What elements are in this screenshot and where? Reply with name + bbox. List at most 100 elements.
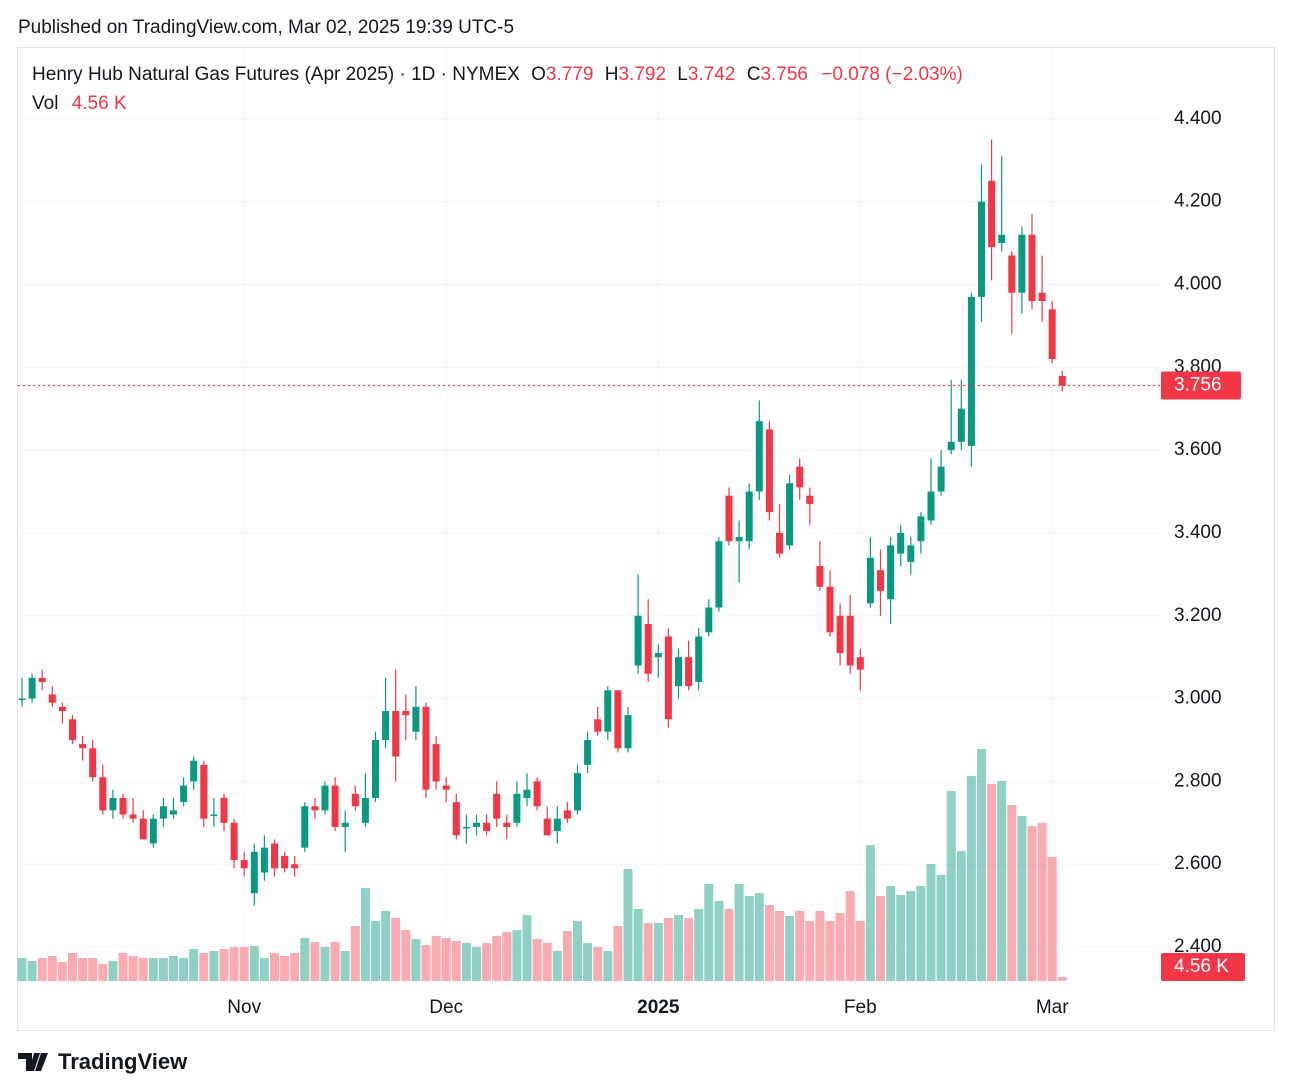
volume-bar bbox=[896, 895, 906, 981]
candle-body bbox=[341, 822, 349, 827]
last-volume-label: 4.56 K bbox=[1174, 956, 1229, 977]
ohlc-value: 3.792 bbox=[618, 64, 666, 85]
candle-body bbox=[675, 657, 682, 687]
ohlc-value: 3.742 bbox=[688, 64, 736, 85]
volume-bar bbox=[987, 783, 997, 981]
candle-body bbox=[695, 636, 703, 683]
candle-body bbox=[735, 537, 743, 542]
volume-bar bbox=[300, 938, 310, 981]
candle-body bbox=[422, 706, 430, 790]
candle-body bbox=[725, 495, 733, 542]
candle-body bbox=[452, 802, 460, 836]
candle-body bbox=[866, 557, 874, 604]
volume-bar bbox=[714, 901, 724, 981]
volume-bar bbox=[1047, 856, 1057, 981]
published-note: Published on TradingView.com, Mar 02, 20… bbox=[18, 17, 514, 38]
volume-bar bbox=[764, 905, 774, 981]
candle-body bbox=[553, 818, 561, 832]
candle-body bbox=[200, 764, 208, 819]
volume-bar bbox=[684, 918, 694, 981]
volume-bar bbox=[936, 875, 946, 981]
volume-bar bbox=[583, 943, 593, 981]
volume-bar bbox=[229, 946, 239, 981]
volume-bar bbox=[886, 886, 896, 981]
volume-bar bbox=[805, 921, 815, 981]
volume-bar bbox=[371, 921, 380, 981]
candle-body bbox=[806, 495, 814, 504]
candle-body bbox=[856, 657, 864, 670]
candle-body bbox=[281, 855, 289, 869]
candle-body bbox=[664, 636, 672, 720]
ohlc-label: L bbox=[677, 64, 688, 85]
volume-bar bbox=[320, 946, 330, 981]
candle-body bbox=[796, 466, 804, 488]
volume-bar bbox=[492, 936, 502, 981]
candle-body bbox=[331, 785, 339, 827]
candle-body bbox=[129, 814, 137, 819]
volume-bar bbox=[421, 945, 431, 981]
candle-body bbox=[149, 818, 157, 844]
volume-bar bbox=[270, 953, 279, 981]
candle-body bbox=[119, 797, 127, 815]
volume-bar bbox=[694, 908, 704, 981]
volume-bar bbox=[724, 908, 734, 981]
volume-bar bbox=[482, 943, 492, 981]
chart-frame bbox=[17, 47, 1275, 1031]
volume-bar bbox=[977, 749, 986, 981]
x-tick-label: Feb bbox=[844, 997, 877, 1018]
candle-body bbox=[18, 698, 26, 701]
volume-bar bbox=[1057, 977, 1067, 981]
volume-bar bbox=[391, 918, 401, 981]
volume-bar bbox=[532, 938, 542, 981]
candle-body bbox=[786, 483, 794, 546]
candle-body bbox=[48, 694, 56, 703]
ohlc-label: C bbox=[747, 64, 761, 85]
candle-body bbox=[705, 607, 713, 633]
volume-name: Vol bbox=[32, 93, 58, 114]
volume-bar bbox=[108, 961, 118, 981]
candle-body bbox=[473, 822, 480, 827]
candle-body bbox=[533, 781, 541, 807]
candle-body bbox=[644, 624, 652, 674]
candle-body bbox=[1048, 309, 1056, 359]
volume-bar bbox=[754, 893, 764, 981]
candle-body bbox=[271, 843, 278, 869]
candle-body bbox=[321, 785, 329, 811]
volume-bar bbox=[199, 953, 209, 981]
x-tick-label: Mar bbox=[1036, 997, 1069, 1018]
y-tick-label: 2.800 bbox=[1174, 770, 1222, 791]
candle-body bbox=[230, 822, 238, 861]
y-tick-label: 3.200 bbox=[1174, 605, 1222, 626]
candle-body bbox=[907, 545, 915, 562]
candle-body bbox=[967, 296, 975, 446]
volume-bar bbox=[330, 941, 340, 981]
candle-body bbox=[957, 408, 965, 442]
volume-bar bbox=[98, 963, 108, 981]
candle-body bbox=[402, 710, 410, 716]
volume-bar bbox=[542, 943, 552, 981]
candle-body bbox=[180, 785, 188, 803]
ohlc-label: H bbox=[605, 64, 619, 85]
volume-bar bbox=[916, 886, 926, 981]
candle-body bbox=[170, 810, 177, 815]
volume-bar bbox=[663, 918, 673, 981]
volume-bar bbox=[431, 936, 441, 981]
candle-body bbox=[392, 710, 400, 757]
candle-body bbox=[563, 810, 571, 819]
volume-bar bbox=[1017, 816, 1027, 981]
volume-bar bbox=[855, 921, 865, 981]
volume-bar bbox=[169, 956, 178, 981]
candle-body bbox=[816, 566, 824, 587]
volume-bar bbox=[1037, 823, 1047, 981]
candle-body bbox=[1028, 234, 1036, 302]
volume-bar bbox=[360, 888, 370, 981]
candle-body bbox=[1008, 255, 1016, 293]
candle-body bbox=[382, 710, 390, 740]
candle-body bbox=[887, 545, 895, 600]
volume-bar bbox=[189, 948, 199, 981]
volume-bar bbox=[653, 923, 663, 981]
legend-line: Henry Hub Natural Gas Futures (Apr 2025)… bbox=[32, 64, 963, 85]
volume-bar bbox=[815, 911, 825, 981]
candle-body bbox=[58, 706, 66, 711]
candle-body bbox=[432, 744, 440, 782]
